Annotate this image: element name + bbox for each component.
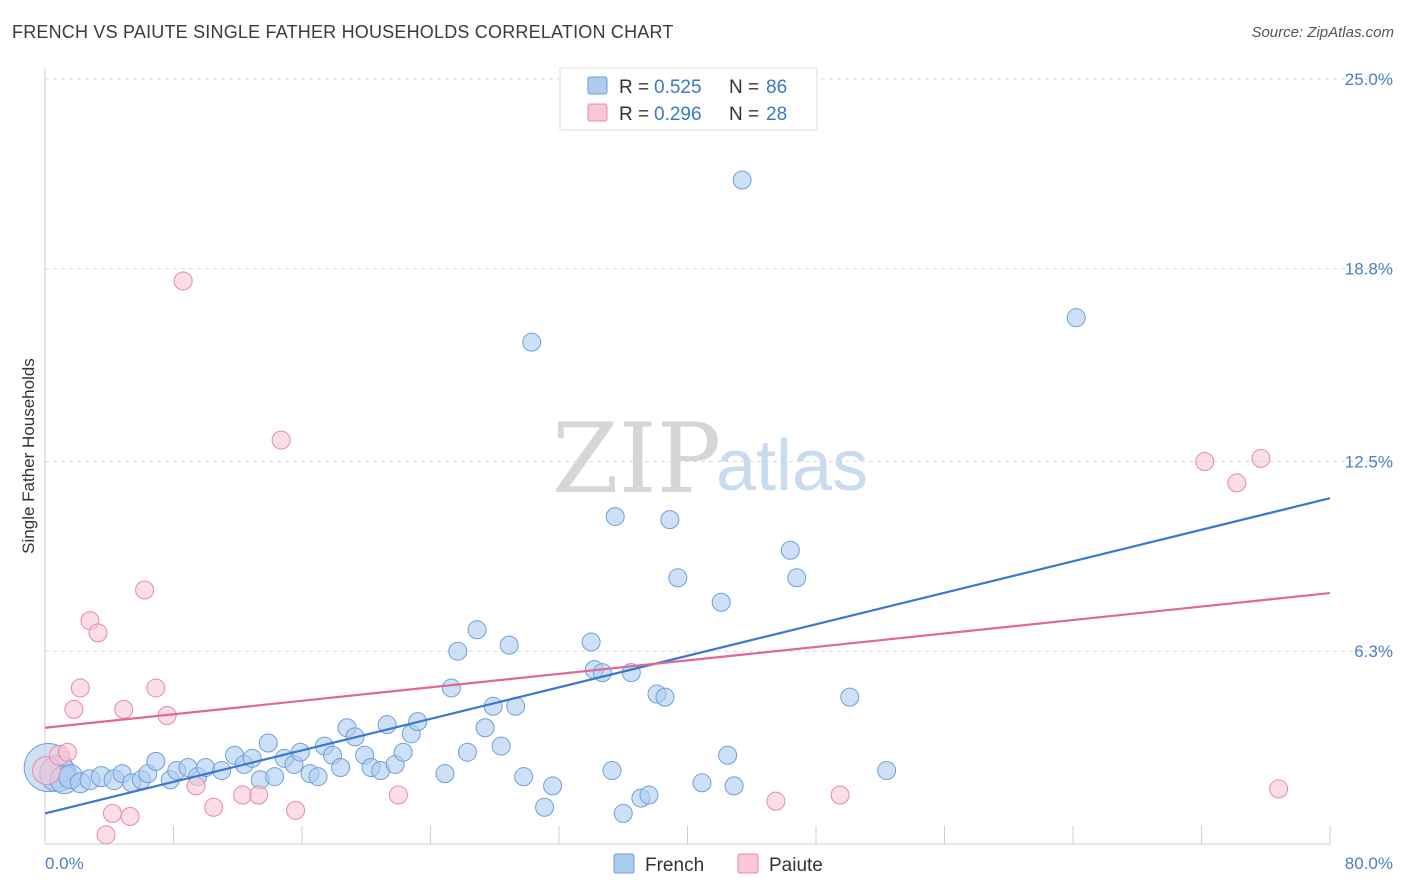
french-point (1066, 308, 1086, 328)
french-point (543, 776, 563, 796)
paiute-point (1227, 473, 1247, 493)
paiute-point (766, 791, 786, 811)
paiute-point (388, 785, 408, 805)
x-tick-label: 0.0% (45, 854, 84, 873)
french-point (602, 761, 622, 781)
watermark: ZIP atlas (552, 403, 868, 515)
paiute-n-label: N = (729, 104, 759, 125)
watermark-atlas: atlas (716, 426, 868, 506)
paiute-point (135, 580, 155, 600)
trend-lines (44, 497, 1331, 815)
y-tick-label: 18.8% (1345, 260, 1393, 279)
french-point (605, 507, 625, 527)
paiute-point (830, 785, 850, 805)
french-point (457, 742, 477, 762)
y-tick-label: 6.3% (1354, 642, 1393, 661)
french-point (780, 540, 800, 560)
french-point (258, 733, 278, 753)
y-tick-label: 12.5% (1345, 453, 1393, 472)
french-point (467, 620, 487, 640)
paiute-points (32, 271, 1289, 845)
french-point (639, 785, 659, 805)
french-point (711, 592, 731, 612)
chart-title: FRENCH VS PAIUTE SINGLE FATHER HOUSEHOLD… (12, 22, 674, 42)
french-point (441, 678, 461, 698)
french-point (840, 687, 860, 707)
french-point (660, 510, 680, 530)
x-tick-label: 80.0% (1345, 854, 1393, 873)
paiute-point (271, 430, 291, 450)
paiute-point (1195, 452, 1215, 471)
paiute-point (120, 806, 140, 826)
french-point (655, 687, 675, 707)
paiute-r-value: 0.296 (654, 104, 702, 125)
french-point (668, 568, 688, 588)
french-point (787, 568, 807, 588)
grid-lines (45, 78, 1392, 652)
paiute-point (286, 800, 306, 820)
paiute-point (186, 776, 206, 796)
y-tick-label: 25.0% (1345, 70, 1393, 89)
y-tick-labels: 6.3% 12.5% 18.8% 25.0% (1345, 70, 1393, 661)
french-point (331, 758, 351, 777)
french-point (613, 803, 633, 823)
french-point (393, 742, 413, 762)
french-r-value: 0.525 (654, 77, 702, 98)
watermark-zip: ZIP (552, 403, 721, 515)
french-point (483, 696, 503, 716)
paiute-point (70, 678, 90, 698)
french-point (448, 641, 468, 661)
french-point (308, 767, 328, 787)
stats-legend: R = 0.525 N = 86 R = 0.296 N = 28 (559, 67, 818, 131)
french-point (514, 767, 534, 787)
paiute-n-value: 28 (766, 104, 787, 125)
paiute-point (173, 271, 193, 291)
paiute-point (88, 623, 108, 643)
french-bottom-label: French (645, 855, 704, 876)
french-n-value: 86 (766, 77, 787, 98)
french-point (718, 745, 738, 765)
french-bottom-swatch (613, 853, 635, 874)
paiute-point (146, 678, 166, 698)
paiute-bottom-swatch (737, 853, 759, 874)
french-point (265, 767, 285, 787)
series-legend: French Paiute (613, 853, 823, 876)
paiute-point (64, 699, 84, 719)
french-r-label: R = (619, 77, 649, 98)
axes (44, 68, 1331, 845)
french-legend-swatch (587, 76, 608, 95)
paiute-point (233, 785, 253, 805)
paiute-bottom-label: Paiute (769, 855, 823, 876)
french-n-label: N = (729, 77, 759, 98)
x-tick-labels: 0.0% 80.0% (45, 854, 1393, 873)
french-point (535, 797, 555, 817)
french-point (491, 736, 511, 756)
french-point (146, 751, 166, 771)
french-point (435, 764, 455, 784)
paiute-trend-line (44, 591, 1331, 729)
french-point (692, 773, 712, 793)
y-axis-label: Single Father Households (19, 358, 38, 554)
paiute-point (102, 803, 122, 823)
french-point (581, 632, 601, 652)
paiute-point (96, 825, 116, 845)
paiute-point (114, 699, 134, 719)
paiute-point (249, 785, 269, 805)
french-point (732, 170, 752, 190)
paiute-r-label: R = (619, 104, 649, 125)
paiute-point (57, 742, 77, 762)
french-point (724, 776, 744, 796)
french-point (475, 718, 495, 738)
paiute-point (204, 797, 224, 817)
paiute-point (1251, 448, 1271, 468)
source-credit: Source: ZipAtlas.com (1251, 24, 1394, 41)
french-point (499, 635, 519, 655)
paiute-point (1269, 779, 1289, 799)
french-point (522, 332, 542, 352)
french-trend-line (44, 497, 1331, 815)
paiute-legend-swatch (587, 103, 608, 122)
french-point (877, 761, 897, 781)
